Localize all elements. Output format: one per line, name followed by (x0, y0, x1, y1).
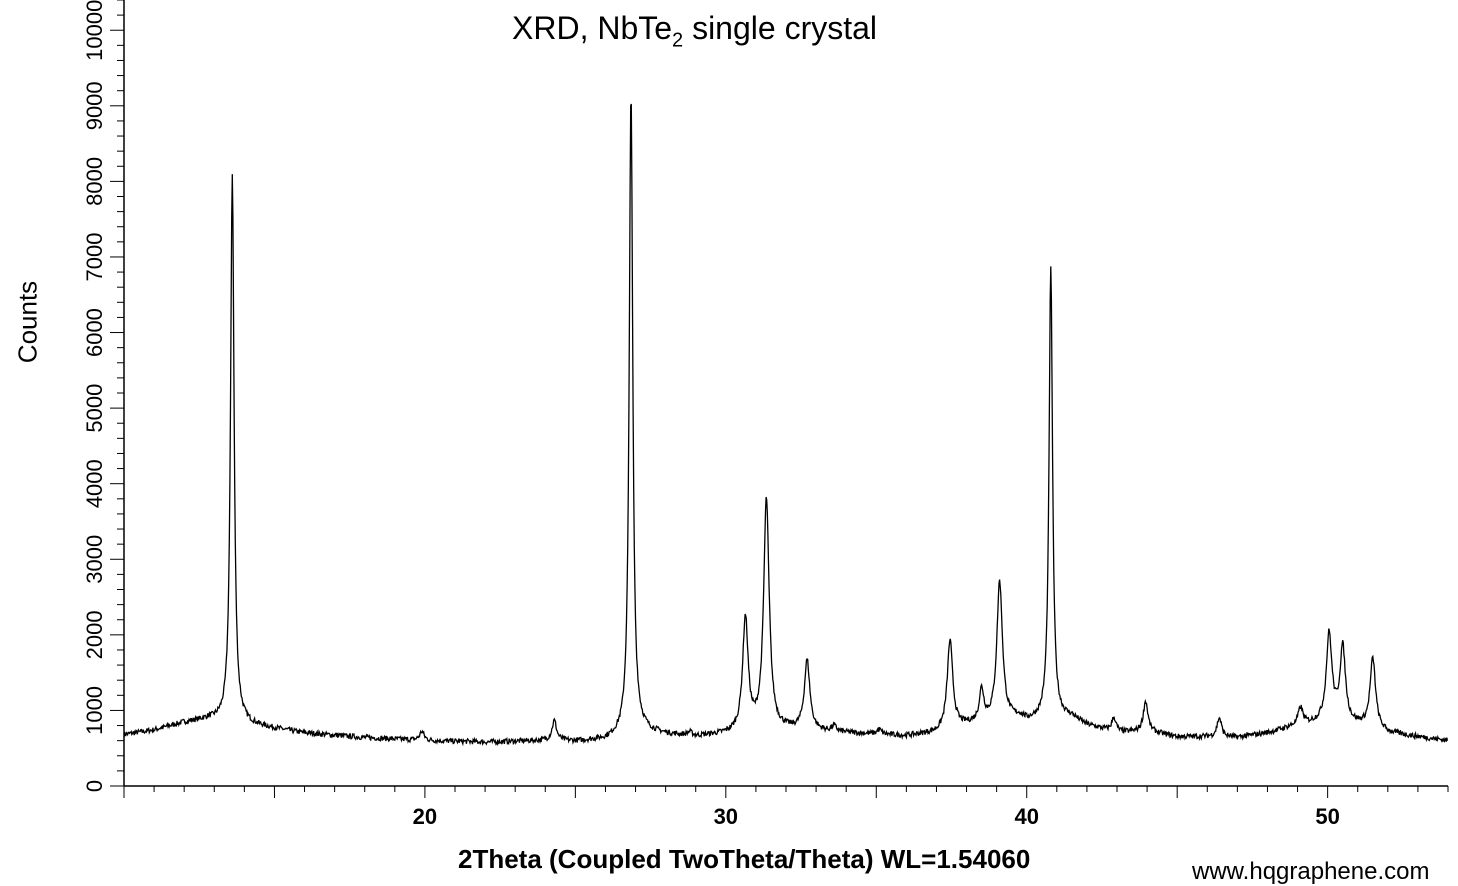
y-tick-label: 6000 (82, 308, 107, 357)
title-tail: single crystal (683, 10, 878, 46)
x-tick-label: 40 (1014, 804, 1038, 829)
y-tick-label: 5000 (82, 384, 107, 433)
y-tick-label: 0 (82, 780, 107, 792)
title-text: XRD, NbTe (512, 10, 673, 46)
series-line (123, 103, 1449, 747)
watermark: www.hqgraphene.com (1192, 858, 1430, 885)
x-axis: 20 30 40 50 (123, 785, 1449, 829)
y-tick-label: 7000 (82, 232, 107, 281)
x-axis-label: 2Theta (Coupled TwoTheta/Theta) WL=1.540… (458, 844, 1031, 874)
y-tick-label: 10000 (82, 0, 107, 61)
y-axis-label: Counts (12, 280, 43, 364)
x-tick-label: 50 (1315, 804, 1339, 829)
x-tick-label: 30 (714, 804, 738, 829)
y-tick-label: 2000 (82, 610, 107, 659)
y-tick-label: 4000 (82, 459, 107, 508)
y-axis: 0 1000 2000 3000 4000 5000 6000 7000 8000 9000 100… (82, 0, 125, 792)
y-tick-label: 8000 (82, 157, 107, 206)
y-tick-label: 3000 (82, 535, 107, 584)
y-tick-label: 1000 (82, 686, 107, 735)
title-subscript: 2 (672, 29, 684, 52)
x-tick-label: 20 (413, 804, 437, 829)
y-tick-label: 9000 (82, 81, 107, 130)
